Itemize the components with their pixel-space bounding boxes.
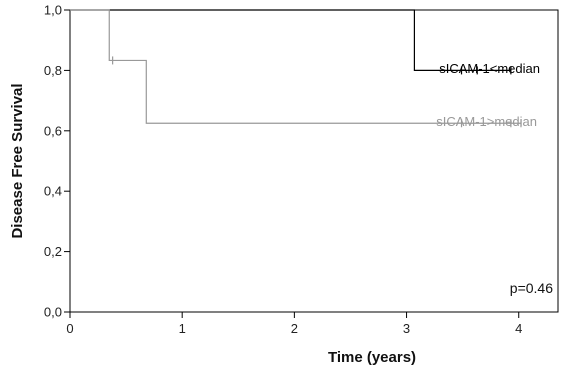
x-tick-label: 1 — [179, 321, 186, 336]
y-tick-label: 0,2 — [44, 244, 62, 259]
x-axis-title: Time (years) — [328, 349, 416, 366]
series-line-1 — [70, 9, 521, 124]
x-tick-label: 4 — [515, 321, 522, 336]
x-axis: 0 1 2 3 4 — [66, 312, 522, 336]
y-tick-label: 0,4 — [44, 184, 62, 199]
y-axis-title: Disease Free Survival — [9, 83, 26, 238]
y-tick-label: 0,0 — [44, 305, 62, 320]
series-line-0 — [70, 9, 511, 71]
y-tick-label: 0,6 — [44, 123, 62, 138]
series-layer — [70, 9, 522, 128]
plot-area — [69, 9, 559, 313]
series-label-low: sICAM-1<median — [439, 61, 540, 76]
x-tick-label: 2 — [291, 321, 298, 336]
x-tick-label: 0 — [66, 321, 73, 336]
y-tick-label: 0,8 — [44, 63, 62, 78]
y-axis: 0,0 0,2 0,4 0,6 0,8 1,0 — [44, 3, 70, 320]
y-tick-label: 1,0 — [44, 3, 62, 18]
p-value-annotation: p=0.46 — [510, 280, 553, 296]
series-label-high: sICAM-1>median — [436, 114, 537, 129]
x-tick-label: 3 — [403, 321, 410, 336]
